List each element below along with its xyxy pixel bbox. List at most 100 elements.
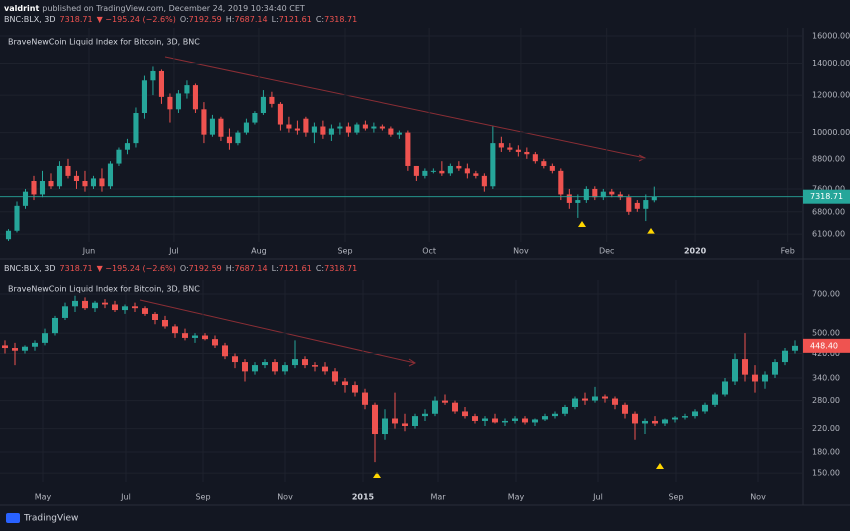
legend-line: BNC:BLX, 3D 7318.71 ▼ −195.24 (−2.6%) O:719… xyxy=(4,15,357,24)
y-tick-label: 500.00 xyxy=(812,329,840,338)
y-tick-label: 340.00 xyxy=(812,374,840,383)
candle-body xyxy=(792,345,798,351)
candle-body xyxy=(592,188,598,198)
ohlc-value: 7192.59 xyxy=(189,264,222,273)
candle-body xyxy=(362,392,368,405)
last-value: 7318.71 xyxy=(60,15,93,24)
candle-body xyxy=(48,180,54,187)
candle-body xyxy=(242,362,248,372)
candle-body xyxy=(492,418,498,423)
candle-body xyxy=(342,381,348,386)
candle-body xyxy=(692,411,698,417)
x-tick-label: 2015 xyxy=(352,493,375,502)
candle-body xyxy=(413,165,419,176)
candle-body xyxy=(252,113,258,123)
candle-body xyxy=(303,118,309,133)
logo[interactable]: TradingView xyxy=(6,513,78,524)
candle-body xyxy=(243,122,249,133)
candle-body xyxy=(682,416,688,418)
candle-body xyxy=(481,175,487,187)
candle-body xyxy=(209,118,215,135)
candle-body xyxy=(167,96,173,110)
candle-body xyxy=(422,170,428,176)
candle-body xyxy=(549,165,555,171)
symbol: BNC:BLX, 3D xyxy=(4,264,56,273)
candle-body xyxy=(31,180,37,195)
x-tick-label: Jul xyxy=(592,493,603,502)
ohlc-label: O: xyxy=(180,15,189,24)
candle-body xyxy=(192,85,198,110)
candle-body xyxy=(643,200,649,209)
candle-body xyxy=(2,345,8,349)
x-tick-label: Sep xyxy=(195,493,210,502)
candle-body xyxy=(235,132,241,144)
chart-title: BraveNewCoin Liquid Index for Bitcoin, 3… xyxy=(8,285,200,294)
y-tick-label: 7600.00 xyxy=(812,184,845,193)
candle-body xyxy=(392,418,398,424)
ohlc-value: 7687.14 xyxy=(234,15,267,24)
candle-body xyxy=(269,96,275,104)
candle-body xyxy=(464,168,470,174)
y-tick-label: 8800.00 xyxy=(812,154,845,163)
y-tick-label: 6800.00 xyxy=(812,207,845,216)
candle-body xyxy=(473,173,479,176)
candle-body xyxy=(532,154,538,162)
last-value: 7318.71 xyxy=(60,264,93,273)
candle-body xyxy=(56,165,63,187)
candle-body xyxy=(102,302,108,305)
trend-arrow xyxy=(638,154,647,162)
change: ▼ −195.24 (−2.6%) xyxy=(97,264,176,273)
candle-body xyxy=(322,366,328,372)
candle-body xyxy=(405,132,411,166)
candle-body xyxy=(524,151,530,155)
candle-body xyxy=(372,404,378,435)
price-label: 7318.71 xyxy=(810,192,843,201)
ohlc-label: O: xyxy=(180,264,189,273)
x-tick-label: May xyxy=(508,493,525,502)
candle-body xyxy=(192,335,198,338)
candle-body xyxy=(430,170,436,172)
candle-body xyxy=(150,70,156,81)
y-tick-label: 420.00 xyxy=(812,349,840,358)
candle-body xyxy=(498,143,504,148)
legend-line: BNC:BLX, 3D 7318.71 ▼ −195.24 (−2.6%) O:719… xyxy=(4,264,357,273)
candle-body xyxy=(600,191,606,198)
candle-body xyxy=(742,359,748,375)
candle-body xyxy=(566,194,572,203)
candle-body xyxy=(562,406,568,414)
candle-body xyxy=(541,161,547,166)
candle-body xyxy=(82,180,88,187)
candle-body xyxy=(522,418,528,423)
candle-body xyxy=(158,70,164,97)
x-tick-label: Sep xyxy=(337,247,352,256)
candle-body xyxy=(52,317,58,334)
candle-body xyxy=(65,165,71,176)
candle-body xyxy=(32,342,38,347)
ohlc-label: H: xyxy=(226,15,235,24)
y-tick-label: 180.00 xyxy=(812,447,840,456)
ohlc-value: 7121.61 xyxy=(279,264,312,273)
candle-body xyxy=(452,402,458,412)
y-tick-label: 280.00 xyxy=(812,396,840,405)
y-tick-label: 10000.00 xyxy=(812,128,850,137)
candle-body xyxy=(182,333,188,338)
y-tick-label: 220.00 xyxy=(812,424,840,433)
candle-body xyxy=(362,124,368,129)
candle-body xyxy=(175,93,181,110)
candle-body xyxy=(617,194,623,198)
candle-body xyxy=(152,313,158,321)
x-tick-label: Mar xyxy=(430,493,446,502)
candle-body xyxy=(422,413,428,417)
candle-body xyxy=(482,418,488,421)
x-tick-label: Nov xyxy=(513,247,529,256)
candle-body xyxy=(62,306,68,318)
candle-body xyxy=(90,178,97,187)
ohlc-value: 7318.71 xyxy=(324,15,357,24)
candle-body xyxy=(762,374,768,382)
trend-line xyxy=(139,299,416,364)
candle-body xyxy=(252,365,258,372)
publish-line: valdrint published on TradingView.com, De… xyxy=(4,4,305,13)
candle-body xyxy=(515,149,521,152)
candle-body xyxy=(379,126,385,129)
